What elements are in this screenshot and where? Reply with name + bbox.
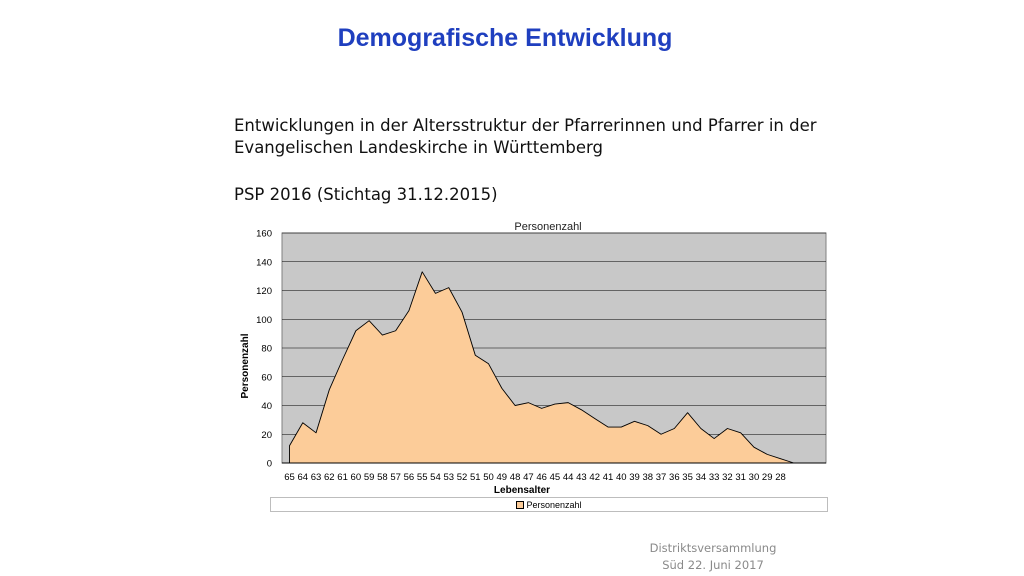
x-tick-label: 59: [364, 472, 375, 483]
area-layer: [282, 271, 826, 464]
x-tick-label: 57: [390, 472, 401, 483]
y-tick-label: 100: [256, 315, 272, 326]
psp-label: PSP 2016 (Stichtag 31.12.2015): [234, 185, 498, 204]
x-tick-label: 36: [669, 472, 680, 483]
x-tick-label: 54: [430, 472, 441, 483]
x-tick-label: 30: [749, 472, 760, 483]
x-tick-label: 65: [284, 472, 295, 483]
x-tick-label: 28: [775, 472, 786, 483]
footer-line-1: Distriktsversammlung: [649, 541, 777, 555]
x-tick-label: 43: [576, 472, 587, 483]
slide-subtitle: Entwicklungen in der Altersstruktur der …: [234, 116, 817, 157]
legend-label: Personenzahl: [526, 499, 582, 510]
y-tick-label: 0: [267, 459, 272, 470]
x-tick-label: 46: [536, 472, 547, 483]
x-tick-label: 29: [762, 472, 773, 483]
x-tick-label: 63: [311, 472, 322, 483]
chart-title: Personenzahl: [514, 221, 581, 233]
slide-title: Demografische Entwicklung: [337, 24, 673, 52]
x-tick-label: 44: [563, 472, 574, 483]
x-tick-label: 31: [735, 472, 746, 483]
footer-line-2: Süd 22. Juni 2017: [662, 558, 764, 572]
y-axis-ticks: 0 20 40 60 80 100 120 140 160: [256, 229, 272, 470]
x-tick-label: 42: [589, 472, 600, 483]
x-tick-label: 47: [523, 472, 534, 483]
x-tick-label: 41: [603, 472, 614, 483]
x-tick-label: 50: [483, 472, 494, 483]
x-tick-label: 49: [497, 472, 508, 483]
x-axis-ticks: 65 64 63 62 61 60 59 58 57 56 55 54 53 52 51 50 49 48 47 46…: [284, 472, 786, 483]
y-tick-label: 140: [256, 257, 272, 268]
chart-legend: Personenzahl: [270, 497, 828, 512]
legend-swatch: [516, 500, 525, 509]
x-tick-label: 58: [377, 472, 388, 483]
x-tick-label: 55: [417, 472, 428, 483]
x-tick-label: 60: [351, 472, 362, 483]
y-tick-label: 60: [261, 372, 272, 383]
x-tick-label: 61: [337, 472, 348, 483]
x-tick-label: 51: [470, 472, 481, 483]
y-tick-label: 20: [261, 430, 272, 441]
x-tick-label: 45: [550, 472, 561, 483]
x-tick-label: 32: [722, 472, 733, 483]
area-series-personenzahl: [289, 271, 795, 464]
x-tick-label: 48: [510, 472, 521, 483]
y-tick-label: 120: [256, 286, 272, 297]
y-tick-label: 80: [261, 344, 272, 355]
x-tick-label: 40: [616, 472, 627, 483]
x-tick-label: 52: [457, 472, 468, 483]
x-tick-label: 35: [682, 472, 693, 483]
y-axis-label: Personenzahl: [240, 333, 251, 398]
x-tick-label: 38: [643, 472, 654, 483]
y-tick-label: 40: [261, 401, 272, 412]
x-tick-label: 37: [656, 472, 667, 483]
x-tick-label: 39: [629, 472, 640, 483]
x-tick-label: 56: [404, 472, 415, 483]
x-tick-label: 64: [297, 472, 308, 483]
x-tick-label: 34: [696, 472, 707, 483]
x-axis-label: Lebensalter: [494, 485, 550, 496]
x-tick-label: 62: [324, 472, 335, 483]
x-tick-label: 33: [709, 472, 720, 483]
x-tick-label: 53: [443, 472, 454, 483]
y-tick-label: 160: [256, 229, 272, 240]
footer: Distriktsversammlung Süd 22. Juni 2017: [640, 540, 786, 574]
